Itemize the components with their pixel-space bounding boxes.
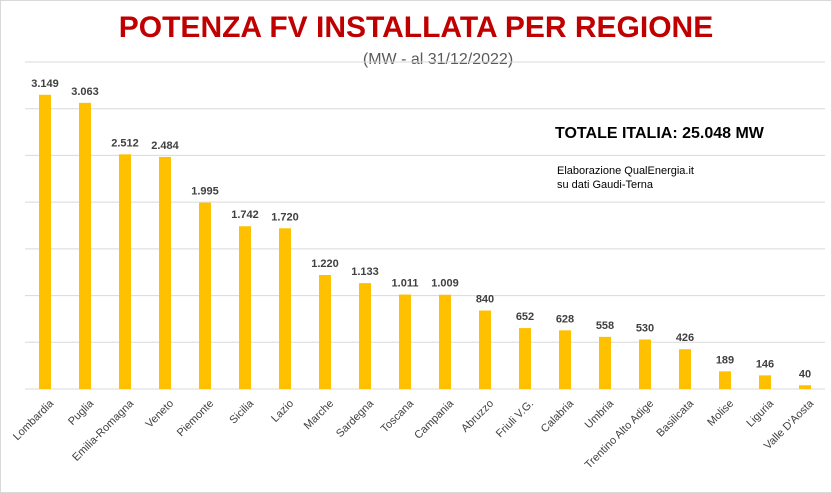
data-label: 3.063	[71, 86, 99, 98]
x-tick-label: Sardegna	[334, 397, 377, 440]
x-tick-label: Basilicata	[654, 397, 696, 439]
x-tick-label: Calabria	[539, 397, 577, 435]
data-label: 840	[476, 294, 494, 306]
x-tick-label: Umbria	[583, 397, 617, 431]
bar	[279, 228, 291, 389]
chart-subtitle: (MW - al 31/12/2022)	[363, 51, 513, 68]
bar	[239, 226, 251, 389]
bar	[799, 385, 811, 389]
data-label: 558	[596, 320, 614, 332]
data-label: 189	[716, 354, 734, 366]
data-label: 3.149	[31, 78, 59, 90]
data-label: 146	[756, 358, 774, 370]
data-label: 40	[799, 368, 811, 380]
x-tick-label: Veneto	[143, 398, 176, 431]
x-tick-label: Trentino Alto Adige	[583, 398, 656, 471]
bar	[119, 154, 131, 389]
bar	[79, 102, 91, 390]
bar	[559, 330, 571, 389]
bar	[359, 283, 371, 389]
x-tick-label: Toscana	[379, 397, 417, 435]
bar	[399, 294, 411, 389]
bar	[159, 156, 171, 389]
bar	[759, 375, 771, 389]
bar	[439, 294, 451, 389]
total-annotation: TOTALE ITALIA: 25.048 MW	[555, 125, 765, 142]
x-tick-label: Friuli V.G.	[494, 398, 536, 440]
bar	[519, 328, 531, 389]
data-label: 1.011	[392, 278, 419, 290]
bar	[719, 371, 731, 389]
x-tick-label: Piemonte	[175, 398, 216, 439]
source-note-line1: Elaborazione QualEnergia.it	[557, 165, 694, 177]
data-label: 426	[676, 332, 694, 344]
chart-title: POTENZA FV INSTALLATA PER REGIONE	[119, 11, 713, 44]
data-labels: 3.149 3.063 2.512 2.484 1.995 1.742 1.720 1.220…	[31, 78, 811, 380]
gridlines	[25, 61, 825, 390]
data-label: 652	[516, 311, 534, 323]
bar	[479, 310, 491, 389]
bar	[679, 349, 691, 389]
bar	[599, 336, 611, 389]
data-label: 628	[556, 313, 574, 325]
data-label: 1.742	[231, 209, 259, 221]
data-label: 1.995	[191, 186, 219, 198]
bar	[39, 94, 51, 389]
x-tick-label: Lombardia	[11, 397, 57, 443]
x-tick-label: Liguria	[744, 397, 776, 429]
x-tick-label: Marche	[302, 398, 336, 432]
x-tick-label: Puglia	[66, 397, 97, 428]
bars	[39, 94, 811, 390]
data-label: 2.512	[111, 137, 139, 149]
x-tick-label: Campania	[412, 397, 457, 442]
data-label: 1.220	[311, 258, 339, 270]
data-label: 1.133	[351, 266, 379, 278]
x-tick-label: Lazio	[269, 398, 296, 425]
x-tick-label: Sicilia	[227, 397, 256, 426]
bar	[639, 339, 651, 389]
x-tick-label: Molise	[705, 398, 736, 429]
bar	[199, 202, 211, 389]
data-label: 1.009	[431, 278, 459, 290]
data-label: 2.484	[151, 140, 179, 152]
x-tick-label: Abruzzo	[459, 398, 496, 435]
bar	[319, 275, 331, 389]
data-label: 530	[636, 322, 654, 334]
source-note-line2: su dati Gaudi-Terna	[557, 179, 654, 191]
data-label: 1.720	[271, 211, 299, 223]
